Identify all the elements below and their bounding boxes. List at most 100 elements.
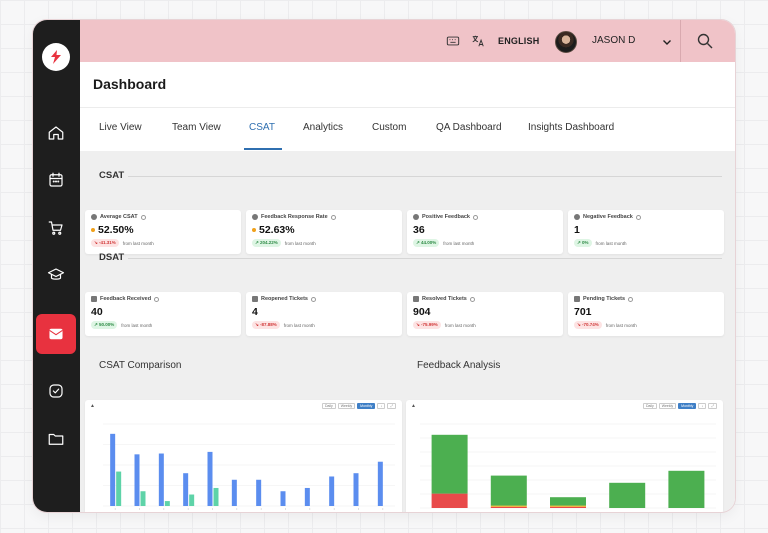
status-dot: [91, 228, 95, 232]
mail-icon[interactable]: [36, 314, 76, 354]
tab-qa-dashboard[interactable]: QA Dashboard: [436, 122, 502, 133]
csat-comparison-panel: ▲ Daily Weekly Monthly ↓ ⤢: [85, 400, 402, 512]
chart-bar: [490, 475, 527, 506]
expand-icon[interactable]: ⤢: [708, 403, 717, 409]
sidebar: [33, 20, 80, 512]
expand-icon[interactable]: ⤢: [387, 403, 396, 409]
info-icon[interactable]: [154, 296, 160, 302]
info-icon[interactable]: [140, 214, 146, 220]
translate-icon[interactable]: [471, 34, 485, 48]
metric-card[interactable]: Negative Feedback 1 ↗ 0% from last month: [568, 210, 724, 254]
calendar-icon[interactable]: [42, 166, 70, 194]
change-value: -75.99%: [421, 322, 438, 327]
info-icon[interactable]: [473, 214, 478, 220]
chart-bar: [213, 487, 219, 506]
status-dot: [252, 228, 256, 232]
change-value: -70.74%: [582, 322, 599, 327]
chart-bar: [164, 501, 170, 506]
metric-label: Average CSAT: [100, 214, 138, 220]
comparison-note: from last month: [444, 322, 476, 328]
metric-card[interactable]: Resolved Tickets 904 ↘ -75.99% from last mo…: [407, 292, 563, 336]
app-window: ENGLISH JASON D Dashboard Live View Team…: [33, 20, 735, 512]
change-value: 50.00%: [99, 322, 115, 327]
home-icon[interactable]: [42, 119, 70, 147]
comparison-note: from last month: [595, 240, 627, 246]
check-circle-icon[interactable]: [42, 377, 70, 405]
chart-toolbar: Daily Weekly Monthly ↓ ⤢: [321, 403, 396, 409]
user-name[interactable]: JASON D: [592, 35, 636, 46]
brand-logo[interactable]: [42, 43, 70, 71]
tab-team-view[interactable]: Team View: [172, 122, 221, 133]
metric-icon: [574, 214, 580, 220]
chart-menu-icon[interactable]: ▲: [90, 403, 95, 409]
folder-icon[interactable]: [42, 425, 70, 453]
tab-live-view[interactable]: Live View: [99, 122, 142, 133]
metric-icon: [91, 296, 97, 302]
range-weekly-button[interactable]: Weekly: [337, 403, 356, 409]
info-icon[interactable]: [330, 214, 336, 220]
metric-value: 52.50%: [98, 224, 134, 236]
metric-label: Negative Feedback: [583, 214, 633, 220]
tab-insights-dashboard[interactable]: Insights Dashboard: [528, 122, 615, 133]
metric-value: 52.63%: [259, 224, 295, 236]
tab-custom[interactable]: Custom: [372, 122, 407, 133]
chart-bar: [183, 473, 189, 506]
graduation-cap-icon[interactable]: [42, 261, 70, 289]
metric-icon: [413, 296, 419, 302]
info-icon[interactable]: [628, 296, 634, 302]
cart-icon[interactable]: [42, 214, 70, 242]
range-monthly-button[interactable]: Monthly: [678, 403, 697, 409]
chart-bar: [609, 482, 646, 508]
language-selector[interactable]: ENGLISH: [498, 36, 540, 46]
metric-value: 40: [91, 306, 103, 318]
main-content: CSAT Average CSAT 52.50% ↘ -41.31% from las…: [80, 151, 735, 512]
csat-comparison-chart: [103, 423, 395, 510]
chart-bar: [550, 497, 586, 506]
metric-card[interactable]: Average CSAT 52.50% ↘ -41.31% from last mon…: [85, 210, 241, 254]
metric-card[interactable]: Pending Tickets 701 ↘ -70.74% from last mon…: [568, 292, 724, 336]
change-badge: ↗ 44.00%: [413, 239, 440, 247]
tab-bar: Live View Team View CSAT Analytics Custo…: [80, 108, 735, 151]
chevron-down-icon[interactable]: [661, 36, 673, 48]
search-icon[interactable]: [696, 32, 714, 50]
metric-card[interactable]: Feedback Response Rate 52.63% ↗ 204.22% fro…: [246, 210, 402, 254]
range-weekly-button[interactable]: Weekly: [658, 403, 677, 409]
download-icon[interactable]: ↓: [698, 403, 707, 409]
change-badge: ↘ -41.31%: [91, 239, 119, 247]
chart-toolbar: Daily Weekly Monthly ↓ ⤢: [642, 403, 717, 409]
avatar[interactable]: [555, 31, 577, 53]
metric-icon: [574, 296, 580, 302]
tab-csat[interactable]: CSAT: [249, 122, 275, 133]
metric-icon: [413, 214, 419, 220]
range-daily-button[interactable]: Daily: [321, 403, 336, 409]
chart-menu-icon[interactable]: ▲: [411, 403, 416, 409]
metric-value: 36: [413, 224, 425, 236]
active-tab-indicator: [244, 148, 282, 150]
download-icon[interactable]: ↓: [377, 403, 386, 409]
metric-label: Feedback Received: [100, 296, 152, 302]
section-divider: [128, 176, 722, 177]
topbar-divider: [680, 20, 681, 62]
info-icon[interactable]: [310, 296, 316, 302]
csat-comparison-title: CSAT Comparison: [99, 360, 182, 371]
metric-card[interactable]: Reopened Tickets 4 ↘ -87.88% from last mont…: [246, 292, 402, 336]
metric-label: Feedback Response Rate: [261, 214, 328, 220]
tab-analytics[interactable]: Analytics: [303, 122, 344, 133]
chart-bar: [280, 491, 286, 506]
chart-bar: [207, 451, 213, 506]
chart-bar: [134, 454, 140, 506]
change-badge: ↘ -87.88%: [252, 321, 280, 329]
info-icon[interactable]: [469, 296, 475, 302]
metric-card[interactable]: Feedback Received 40 ↗ 50.00% from last mon…: [85, 292, 241, 336]
chart-bar: [140, 491, 146, 506]
info-icon[interactable]: [635, 214, 641, 220]
keyboard-icon[interactable]: [446, 34, 460, 48]
chart-bar: [231, 479, 237, 506]
range-daily-button[interactable]: Daily: [642, 403, 657, 409]
range-monthly-button[interactable]: Monthly: [357, 403, 376, 409]
metric-icon: [252, 214, 258, 220]
change-badge: ↗ 0%: [574, 239, 592, 247]
metric-value: 904: [413, 306, 431, 318]
metric-icon: [252, 296, 258, 302]
metric-card[interactable]: Positive Feedback 36 ↗ 44.00% from last mon…: [407, 210, 563, 254]
